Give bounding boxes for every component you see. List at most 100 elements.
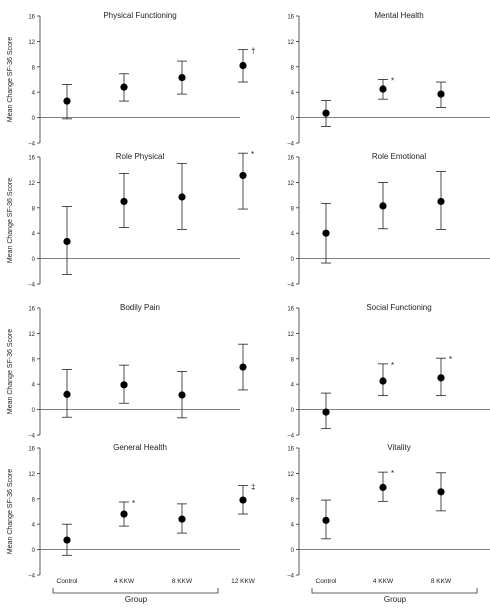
data-point [63, 390, 71, 398]
data-point [178, 193, 186, 201]
y-tick-label: 8 [291, 497, 295, 503]
y-tick-label: 4 [291, 91, 295, 97]
y-tick-label: 8 [32, 497, 36, 503]
y-tick-label: 16 [28, 156, 35, 162]
error-bar [238, 152, 248, 210]
y-tick-label: 16 [287, 307, 294, 313]
data-point [322, 408, 330, 416]
y-axis-label: Mean Change SF-36 Score [7, 329, 14, 414]
data-point [379, 483, 387, 491]
y-tick-label: 4 [291, 232, 295, 238]
y-tick-label: −4 [287, 142, 295, 148]
y-tick-label: 16 [287, 447, 294, 453]
category-label: Control [316, 578, 338, 585]
y-tick-label: 0 [291, 116, 295, 122]
data-point [178, 391, 186, 399]
y-tick-label: 0 [291, 408, 295, 414]
significance-marker: * [391, 77, 394, 86]
data-point [437, 374, 445, 382]
y-tick-label: 12 [28, 181, 35, 187]
data-point [239, 363, 247, 371]
y-tick-label: 12 [28, 472, 35, 478]
category-label: 4 KKW [114, 578, 135, 585]
data-point [379, 377, 387, 385]
panel-bodily-pain: Bodily Pain −4 0 4 8 12 16 Mean Change SF-36 Sc… [7, 303, 248, 440]
significance-marker: * [449, 355, 452, 364]
y-tick-label: 12 [287, 181, 294, 187]
y-tick-label: 16 [287, 156, 294, 162]
y-axis-label: Mean Change SF-36 Score [7, 469, 14, 554]
y-tick-label: 4 [32, 91, 36, 97]
data-point [63, 237, 71, 246]
y-tick-label: 0 [32, 116, 36, 122]
significance-marker: * [391, 469, 394, 478]
y-tick-label: 12 [28, 332, 35, 338]
y-tick-label: 8 [32, 206, 36, 212]
panel-title: Mental Health [374, 11, 423, 20]
y-tick-label: −4 [28, 283, 36, 289]
data-point [322, 229, 330, 237]
y-tick-label: 4 [291, 383, 295, 389]
data-point [239, 61, 247, 70]
y-tick-label: −4 [28, 574, 36, 580]
significance-marker: ‡ [251, 482, 255, 491]
y-tick-label: 0 [291, 257, 295, 263]
y-tick-label: −4 [287, 434, 295, 440]
data-point [178, 73, 186, 82]
y-tick-label: 16 [28, 307, 35, 313]
category-label: Control [57, 578, 79, 585]
category-label: 12 KKW [231, 578, 256, 585]
y-tick-label: −4 [28, 142, 36, 148]
category-label: 4 KKW [373, 578, 394, 585]
data-point [322, 109, 330, 117]
y-tick-label: −4 [287, 574, 295, 580]
data-point [239, 171, 247, 180]
data-point [120, 83, 128, 91]
panel-title: Role Emotional [372, 152, 426, 161]
data-point [239, 496, 247, 504]
panel-title: Physical Functioning [103, 11, 176, 20]
panel-title: Social Functioning [366, 303, 431, 312]
y-tick-label: 8 [32, 65, 36, 71]
data-point [178, 515, 186, 523]
y-tick-label: 16 [28, 447, 35, 453]
category-label: 8 KKW [172, 578, 193, 585]
data-point [379, 85, 387, 93]
y-tick-label: 8 [32, 357, 36, 363]
category-label: 8 KKW [431, 578, 452, 585]
data-point [437, 488, 445, 496]
significance-marker: * [132, 499, 135, 508]
data-point [379, 202, 387, 210]
group-bracket-right: Group [311, 588, 478, 604]
y-tick-label: 12 [287, 332, 294, 338]
panel-title: General Health [113, 443, 167, 452]
significance-marker: * [391, 361, 394, 370]
panel-role-physical: Role Physical −4 0 4 8 12 16 Mean Change SF-36 … [7, 150, 254, 288]
y-tick-label: 0 [32, 548, 36, 554]
data-point [437, 197, 445, 206]
group-bracket-left: Group [52, 588, 219, 604]
data-point [120, 381, 128, 389]
y-tick-label: 4 [32, 232, 36, 238]
panel-title: Vitality [387, 443, 410, 452]
y-axis-label: Mean Change SF-36 Score [7, 37, 14, 122]
panel-general-health: General Health −4 0 4 8 12 16 Mean Change SF-36… [7, 443, 256, 585]
y-tick-label: 16 [287, 15, 294, 21]
significance-marker: † [251, 47, 255, 56]
data-point [437, 90, 445, 98]
y-tick-label: 8 [291, 357, 295, 363]
y-tick-label: 0 [32, 408, 36, 414]
group-label-left: Group [125, 595, 148, 604]
data-point [63, 536, 71, 544]
y-tick-label: 4 [291, 523, 295, 529]
significance-marker: * [251, 150, 254, 159]
y-tick-label: 4 [32, 383, 36, 389]
y-tick-label: 12 [287, 472, 294, 478]
y-tick-label: 0 [32, 257, 36, 263]
group-label-right: Group [384, 595, 407, 604]
y-tick-label: 16 [28, 15, 35, 21]
